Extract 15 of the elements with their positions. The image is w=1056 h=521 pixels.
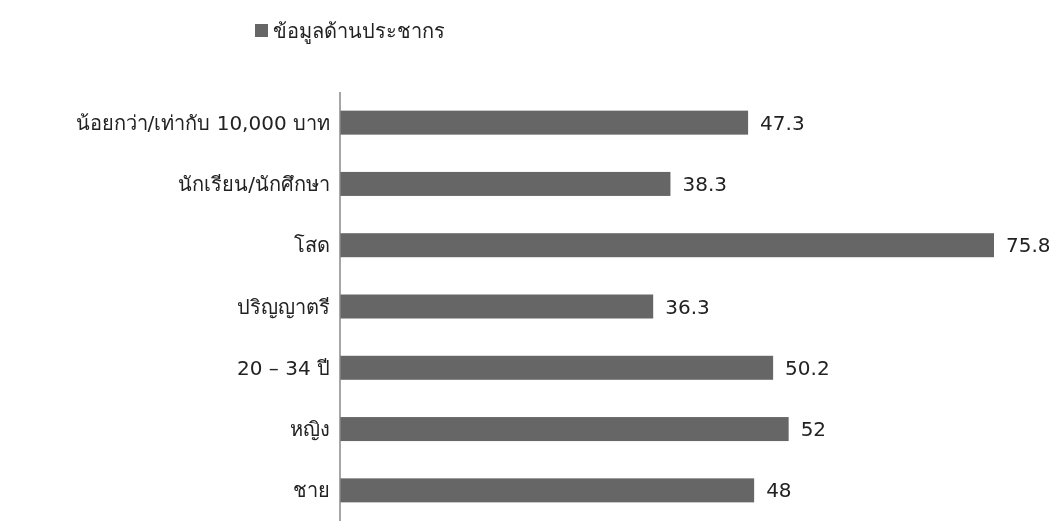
- category-label: ชาย: [293, 478, 330, 503]
- category-label: โสด: [294, 233, 330, 258]
- data-label: 48: [766, 478, 792, 503]
- category-label: ปริญญาตรี: [237, 294, 330, 319]
- legend-label: ข้อมูลด้านประชากร: [273, 19, 445, 43]
- data-label: 52: [800, 417, 827, 442]
- category-label: นักเรียน/นักศึกษา: [178, 171, 330, 196]
- data-label: 47.3: [760, 110, 805, 135]
- data-label: 75.8: [1006, 233, 1051, 258]
- data-label: 50.2: [785, 355, 830, 380]
- category-label: น้อยกว่า/เท่ากับ 10,000 บาท: [75, 110, 330, 135]
- data-label: 38.3: [682, 171, 727, 196]
- category-label: หญิง: [290, 417, 330, 442]
- data-label: 36.3: [665, 294, 710, 319]
- category-label: 20 – 34 ปี: [237, 355, 330, 380]
